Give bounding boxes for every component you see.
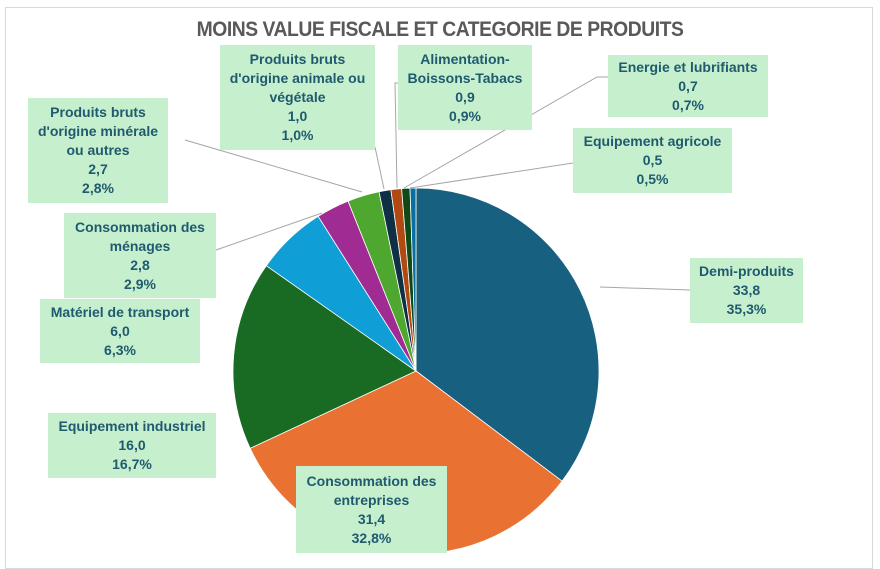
label-value: 16,0 bbox=[118, 437, 146, 453]
leader-line-menages bbox=[215, 212, 323, 251]
label-percent: 1,0% bbox=[281, 127, 314, 143]
label-percent: 32,8% bbox=[351, 529, 392, 546]
data-label-alimentation: Alimentation-Boissons-Tabacs 0,9 0,9% bbox=[398, 45, 532, 130]
label-category: Equipement agricole bbox=[583, 133, 722, 149]
data-label-equipement-industriel: Equipement industriel 16,0 16,7% bbox=[48, 413, 216, 478]
label-category: Alimentation-Boissons-Tabacs bbox=[407, 50, 523, 86]
data-label-demi-produits: Demi-produits 33,8 35,3% bbox=[690, 258, 803, 323]
label-value: 1,0 bbox=[287, 108, 308, 124]
label-category: Consommation des ménages bbox=[75, 218, 205, 254]
label-value: 33,8 bbox=[732, 282, 761, 298]
leader-line-energie bbox=[403, 76, 608, 189]
pie-slice-0 bbox=[415, 187, 600, 482]
label-percent: 0,9% bbox=[449, 107, 481, 124]
data-label-produits-bruts-minerale: Produits bruts d'origine minérale ou aut… bbox=[28, 98, 168, 203]
data-label-materiel-transport: Matériel de transport 6,0 6,3% bbox=[40, 299, 200, 363]
label-value: 6,0 bbox=[110, 322, 130, 339]
label-percent: 16,7% bbox=[112, 456, 152, 472]
data-label-consommation-menages: Consommation des ménages 2,8 2,9% bbox=[64, 213, 216, 298]
label-value: 31,4 bbox=[357, 510, 386, 527]
data-label-produits-bruts-animale: Produits bruts d'origine animale ou végé… bbox=[220, 45, 375, 150]
label-percent: 2,9% bbox=[124, 275, 156, 292]
label-category: Produits bruts d'origine animale ou végé… bbox=[229, 51, 366, 105]
data-label-energie: Energie et lubrifiants 0,7 0,7% bbox=[608, 55, 768, 117]
label-percent: 0,7% bbox=[672, 96, 704, 113]
label-category: Energie et lubrifiants bbox=[618, 58, 758, 75]
leader-line-animale bbox=[374, 146, 385, 190]
label-value: 0,9 bbox=[455, 88, 475, 105]
leader-line-alimentation bbox=[394, 82, 398, 189]
label-category: Demi-produits bbox=[699, 263, 794, 279]
label-category: Matériel de transport bbox=[50, 303, 190, 320]
label-value: 2,7 bbox=[88, 161, 108, 177]
data-label-consommation-entreprises: Consommation des entreprises 31,4 32,8% bbox=[296, 466, 447, 553]
label-percent: 0,5% bbox=[636, 171, 669, 187]
label-percent: 6,3% bbox=[104, 341, 136, 358]
label-value: 2,8 bbox=[130, 256, 150, 273]
label-category: Produits bruts d'origine minérale ou aut… bbox=[37, 104, 159, 158]
leader-lines bbox=[184, 76, 691, 291]
label-percent: 2,8% bbox=[82, 180, 114, 196]
chart-title: MOINS VALUE FISCALE ET CATEGORIE DE PROD… bbox=[196, 18, 684, 41]
pie-slice-2 bbox=[232, 265, 417, 449]
label-percent: 35,3% bbox=[726, 301, 767, 317]
leader-line-agricole bbox=[409, 162, 574, 189]
label-category: Equipement industriel bbox=[58, 418, 206, 434]
label-category: Consommation des entreprises bbox=[306, 472, 437, 508]
leader-line-minerale bbox=[184, 139, 363, 193]
label-value: 0,5 bbox=[642, 152, 663, 168]
label-value: 0,7 bbox=[678, 77, 698, 94]
leader-line-demi-produits bbox=[599, 286, 691, 291]
data-label-equipement-agricole: Equipement agricole 0,5 0,5% bbox=[573, 128, 732, 193]
